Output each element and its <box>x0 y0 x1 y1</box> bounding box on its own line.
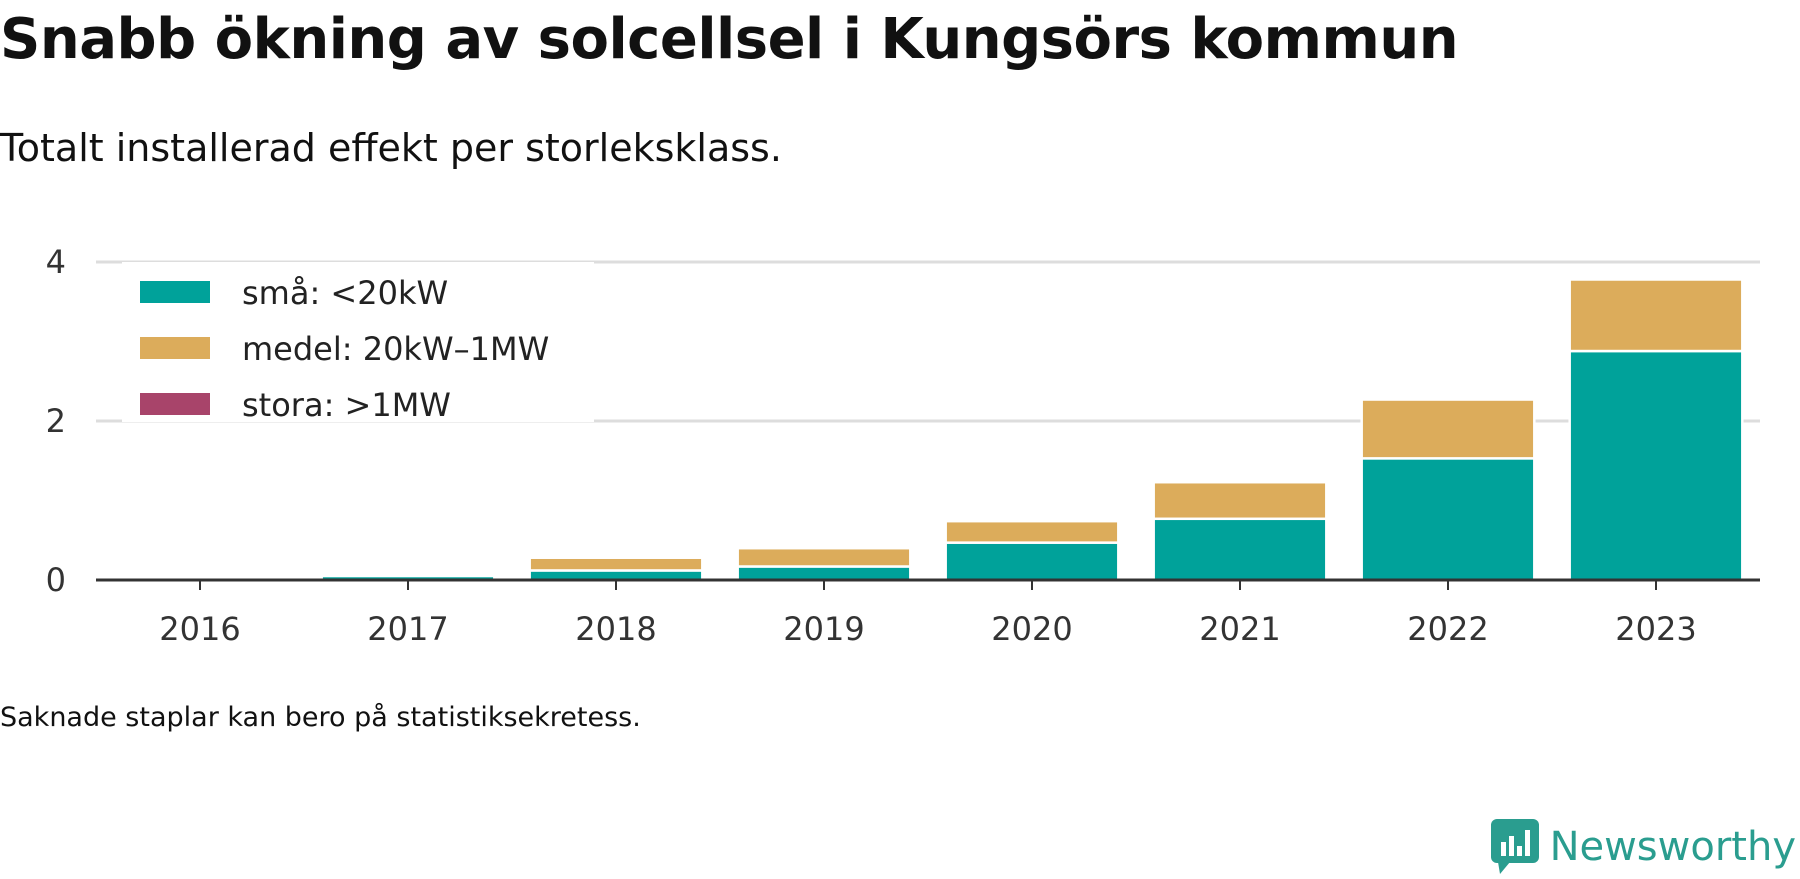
legend-swatch <box>140 337 210 359</box>
brand-logo[interactable]: Newsworthy <box>1490 818 1796 876</box>
bar-chart: 0 2 4 2016 2017 2018 2019 2020 2021 2022 2023 små:… <box>46 243 1760 648</box>
brand-name: Newsworthy <box>1549 824 1796 870</box>
chart-subtitle: Totalt installerad effekt per storlekskl… <box>0 126 782 170</box>
x-tick-label: 2018 <box>575 610 656 648</box>
x-tick-label: 2016 <box>159 610 240 648</box>
bar-segment <box>1360 457 1536 582</box>
bars <box>112 278 1744 582</box>
x-tick-label: 2020 <box>991 610 1072 648</box>
newsworthy-logo-icon <box>1490 819 1539 874</box>
x-tick-label: 2023 <box>1615 610 1696 648</box>
legend-swatch <box>140 393 210 415</box>
x-tick-label: 2021 <box>1199 610 1280 648</box>
legend-label: små: <20kW <box>242 274 448 312</box>
legend-label: stora: >1MW <box>242 386 451 424</box>
legend-label: medel: 20kW–1MW <box>242 330 549 368</box>
bar-segment <box>1568 349 1744 582</box>
bar-segment <box>736 565 912 582</box>
x-tick-label: 2017 <box>367 610 448 648</box>
legend: små: <20kW medel: 20kW–1MW stora: >1MW <box>122 262 594 424</box>
y-tick-label: 2 <box>46 402 66 440</box>
bar-segment <box>1360 398 1536 460</box>
chart-title: Snabb ökning av solcellsel i Kungsörs ko… <box>0 7 1459 72</box>
bar-segment <box>528 556 704 572</box>
y-tick-label: 0 <box>46 561 66 599</box>
bar-segment <box>1152 517 1328 582</box>
bar-segment <box>944 519 1120 544</box>
bar-segment <box>736 546 912 568</box>
x-tick-label: 2019 <box>783 610 864 648</box>
axes: 0 2 4 2016 2017 2018 2019 2020 2021 2022 2023 <box>46 243 1760 648</box>
legend-swatch <box>140 281 210 303</box>
bar-segment <box>1152 480 1328 521</box>
y-tick-label: 4 <box>46 243 66 281</box>
footnote: Saknade staplar kan bero på statistiksek… <box>0 702 641 733</box>
bar-segment <box>1568 278 1744 353</box>
bar-segment <box>944 541 1120 582</box>
x-tick-label: 2022 <box>1407 610 1488 648</box>
